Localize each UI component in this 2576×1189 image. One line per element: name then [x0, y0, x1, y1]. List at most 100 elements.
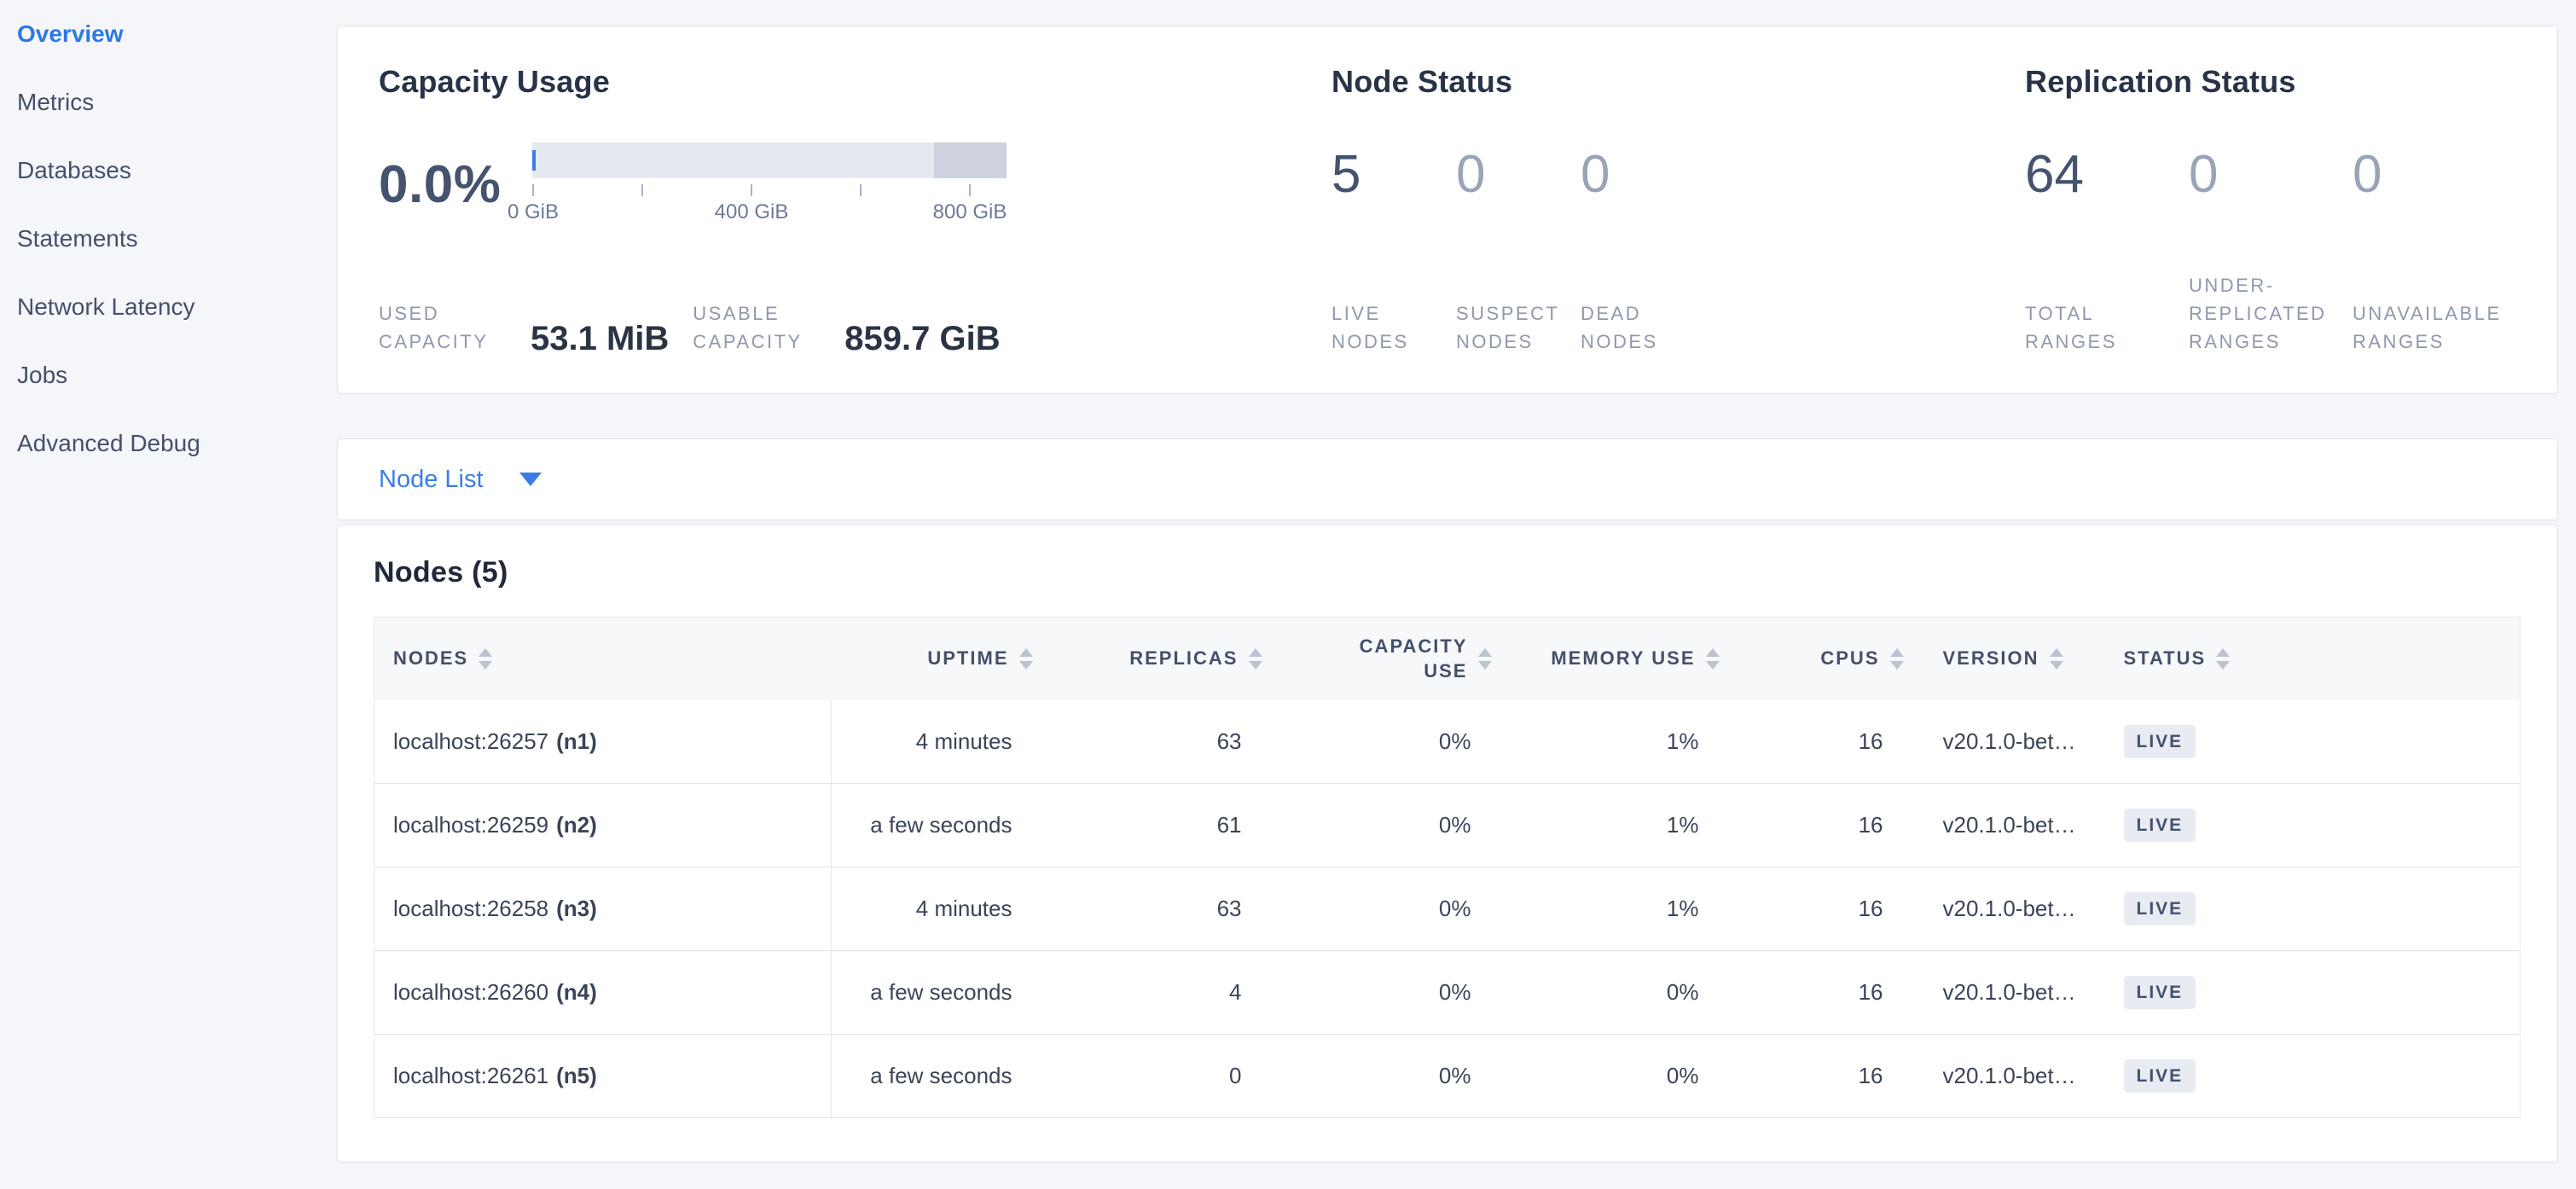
status-badge: LIVE — [2123, 892, 2196, 925]
column-label: CAPACITY USE — [1359, 635, 1468, 682]
sidebar-item-databases[interactable]: Databases — [17, 157, 131, 183]
table-row: localhost:26257 (n1) 4 minutes 63 0% 1% 1… — [374, 699, 2521, 784]
axis-label-400gib: 400 GiB — [714, 200, 789, 223]
unavailable-ranges-value: 0 — [2353, 145, 2382, 204]
node-status-values: 5 0 0 — [1332, 144, 2025, 205]
nodes-heading: Nodes (5) — [374, 556, 508, 589]
column-header-nodes[interactable]: NODES — [374, 617, 832, 700]
capacity-usage-section: Capacity Usage 0.0% — [379, 64, 1332, 357]
under-replicated-ranges-label: UNDER-REPLICATED RANGES — [2189, 275, 2327, 352]
capacity-use-cell: 0% — [1274, 950, 1506, 1035]
node-id: (n2) — [556, 812, 597, 838]
node-list-selector-bar: Node List — [337, 438, 2558, 520]
replication-status-values: 64 0 0 — [2025, 144, 2516, 205]
node-address[interactable]: localhost:26258 — [393, 896, 549, 921]
unavailable-ranges-label: UNAVAILABLE RANGES — [2353, 303, 2502, 352]
node-address[interactable]: localhost:26259 — [393, 812, 549, 838]
memory-use-cell: 1% — [1505, 699, 1736, 784]
capacity-use-cell: 0% — [1274, 1034, 1506, 1118]
table-row: localhost:26260 (n4) a few seconds 4 0% 0… — [374, 950, 2521, 1035]
capacity-use-cell: 0% — [1274, 867, 1506, 951]
capacity-usage-chart-row: 0.0% — [379, 142, 1332, 226]
capacity-bar-chart: 0 GiB 400 GiB 800 GiB — [508, 142, 1007, 226]
table-row: localhost:26261 (n5) a few seconds 0 0% 0… — [374, 1034, 2521, 1118]
node-status-title: Node Status — [1332, 64, 1513, 99]
uptime-cell: a few seconds — [831, 950, 1045, 1035]
sort-icon — [479, 647, 493, 670]
replication-status-labels: TOTAL RANGES UNDER-REPLICATED RANGES UNA… — [2025, 271, 2516, 356]
memory-use-cell: 1% — [1505, 783, 1736, 867]
node-list-dropdown[interactable]: Node List — [379, 466, 542, 494]
live-nodes-value: 5 — [1332, 145, 1361, 204]
replication-status-section: Replication Status 64 0 0 TOTAL RANGES U… — [2025, 64, 2516, 356]
chevron-down-icon — [519, 473, 542, 486]
capacity-stats: USED CAPACITY 53.1 MiB USABLE CAPACITY 8… — [379, 299, 1332, 357]
replicas-cell: 4 — [1044, 950, 1275, 1035]
sidebar-item-metrics[interactable]: Metrics — [17, 89, 95, 115]
version-cell: v20.1.0-bet… — [1923, 950, 2104, 1035]
capacity-bar-reserved-segment — [933, 142, 1007, 178]
version-cell: v20.1.0-bet… — [1923, 783, 2104, 867]
column-header-uptime[interactable]: UPTIME — [831, 617, 1045, 700]
cpus-cell: 16 — [1735, 1034, 1923, 1118]
status-badge: LIVE — [2123, 1059, 2196, 1093]
column-header-version[interactable]: VERSION — [1923, 617, 2104, 700]
column-label: UPTIME — [927, 647, 1009, 670]
status-badge: LIVE — [2123, 809, 2196, 842]
column-label: REPLICAS — [1129, 647, 1239, 670]
used-capacity-label: USED CAPACITY — [379, 303, 489, 352]
version-cell: v20.1.0-bet… — [1923, 867, 2104, 951]
node-list-dropdown-label: Node List — [379, 465, 484, 493]
node-address[interactable]: localhost:26261 — [393, 1063, 549, 1088]
axis-label-0gib: 0 GiB — [507, 200, 560, 223]
sidebar-item-statements[interactable]: Statements — [17, 225, 138, 252]
axis-label-800gib: 800 GiB — [932, 200, 1007, 223]
usable-capacity-value: 859.7 GiB — [844, 320, 1001, 357]
column-header-memory-use[interactable]: MEMORY USE — [1505, 617, 1736, 700]
node-id: (n3) — [556, 896, 597, 921]
sort-icon — [1889, 647, 1904, 670]
table-header-row: NODES UPTIME REPLICAS CAPACITY USE MEMOR — [374, 617, 2521, 700]
used-capacity-stat: USED CAPACITY 53.1 MiB — [379, 299, 669, 357]
memory-use-cell: 0% — [1505, 1034, 1736, 1118]
sidebar-item-jobs[interactable]: Jobs — [17, 362, 68, 388]
column-label: MEMORY USE — [1551, 647, 1696, 670]
column-label: NODES — [393, 647, 469, 670]
suspect-nodes-label: SUSPECT NODES — [1456, 303, 1560, 352]
sidebar-item-overview[interactable]: Overview — [17, 20, 124, 47]
dead-nodes-value: 0 — [1581, 145, 1610, 204]
column-header-status[interactable]: STATUS — [2103, 617, 2521, 700]
node-id: (n1) — [556, 728, 597, 754]
column-header-replicas[interactable]: REPLICAS — [1044, 617, 1275, 700]
column-header-cpus[interactable]: CPUS — [1735, 617, 1923, 700]
status-badge: LIVE — [2123, 724, 2196, 758]
table-row: localhost:26259 (n2) a few seconds 61 0% … — [374, 783, 2521, 867]
uptime-cell: 4 minutes — [831, 867, 1045, 951]
total-ranges-value: 64 — [2025, 145, 2084, 204]
live-nodes-label: LIVE NODES — [1332, 303, 1409, 352]
column-label: CPUS — [1820, 647, 1880, 670]
column-label: VERSION — [1942, 647, 2039, 670]
sidebar-item-advanced-debug[interactable]: Advanced Debug — [17, 430, 200, 456]
memory-use-cell: 0% — [1505, 950, 1736, 1035]
node-address[interactable]: localhost:26260 — [393, 979, 549, 1005]
column-label: STATUS — [2123, 647, 2207, 670]
cpus-cell: 16 — [1735, 867, 1923, 951]
sort-icon — [2049, 647, 2063, 670]
sort-icon — [2216, 647, 2231, 670]
capacity-axis-ticks — [532, 184, 1007, 196]
replicas-cell: 0 — [1044, 1034, 1275, 1118]
cpus-cell: 16 — [1735, 950, 1923, 1035]
uptime-cell: 4 minutes — [831, 699, 1045, 784]
node-status-section: Node Status 5 0 0 LIVE NODES SUSPECT NOD… — [1332, 64, 2025, 356]
node-id: (n5) — [556, 1063, 597, 1088]
table-row: localhost:26258 (n3) 4 minutes 63 0% 1% 1… — [374, 867, 2521, 951]
node-address[interactable]: localhost:26257 — [393, 728, 549, 754]
usable-capacity-stat: USABLE CAPACITY 859.7 GiB — [693, 299, 1001, 357]
sort-icon — [1477, 647, 1492, 670]
column-header-capacity-use[interactable]: CAPACITY USE — [1274, 617, 1506, 700]
replicas-cell: 63 — [1044, 699, 1275, 784]
capacity-used-percent: 0.0% — [379, 154, 502, 214]
sidebar-item-network-latency[interactable]: Network Latency — [17, 293, 195, 320]
